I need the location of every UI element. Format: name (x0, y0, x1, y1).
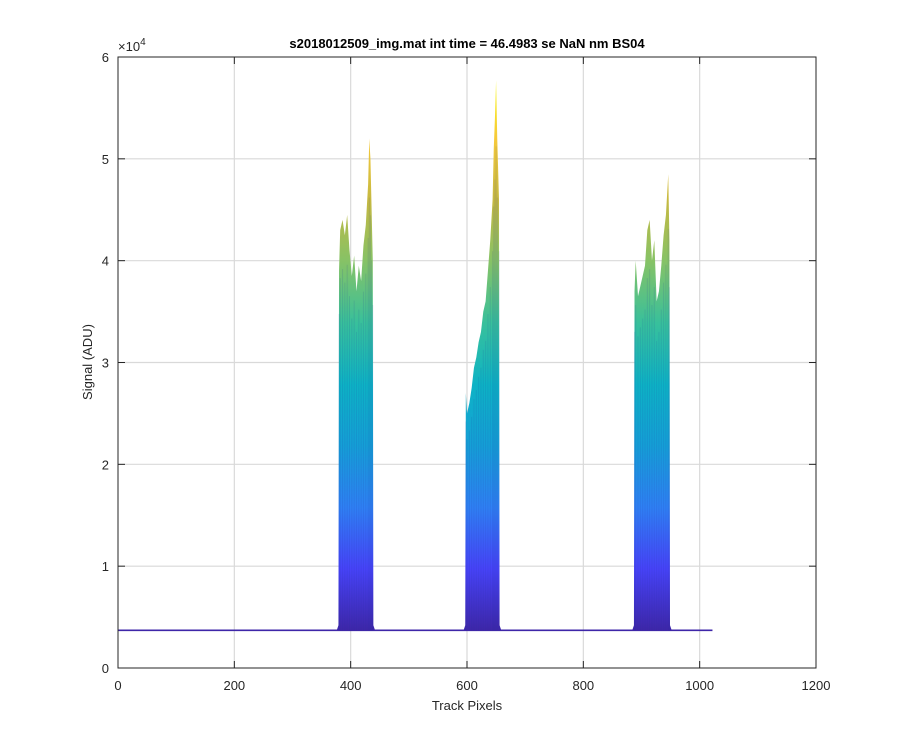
x-tick-label: 0 (114, 678, 121, 693)
y-tick-label: 3 (102, 356, 109, 371)
y-exponent-label: ×104 (118, 37, 146, 54)
y-tick-label: 5 (102, 152, 109, 167)
y-tick-label: 1 (102, 559, 109, 574)
x-tick-label: 600 (456, 678, 478, 693)
x-tick-label: 400 (340, 678, 362, 693)
x-tick-label: 800 (572, 678, 594, 693)
y-axis-label: Signal (ADU) (80, 324, 95, 400)
y-tick-label: 2 (102, 457, 109, 472)
signal-peak (632, 174, 672, 631)
x-tick-label: 1200 (802, 678, 831, 693)
x-tick-label: 1000 (685, 678, 714, 693)
x-tick-label: 200 (223, 678, 245, 693)
y-tick-labels: 0 1 2 3 4 5 6 (102, 50, 109, 676)
y-tick-label: 4 (102, 254, 109, 269)
y-exponent-base: ×10 (118, 39, 140, 54)
y-exponent-power: 4 (140, 37, 146, 48)
signal-peak (336, 138, 376, 631)
signal-series (118, 80, 713, 632)
signal-peak (463, 80, 502, 631)
y-tick-label: 0 (102, 661, 109, 676)
x-tick-labels: 0 200 400 600 800 1000 1200 (114, 678, 830, 693)
y-tick-label: 6 (102, 50, 109, 65)
x-axis-label: Track Pixels (432, 698, 503, 713)
chart-title: s2018012509_img.mat int time = 46.4983 s… (289, 36, 645, 51)
axis-ticks (117, 56, 817, 669)
